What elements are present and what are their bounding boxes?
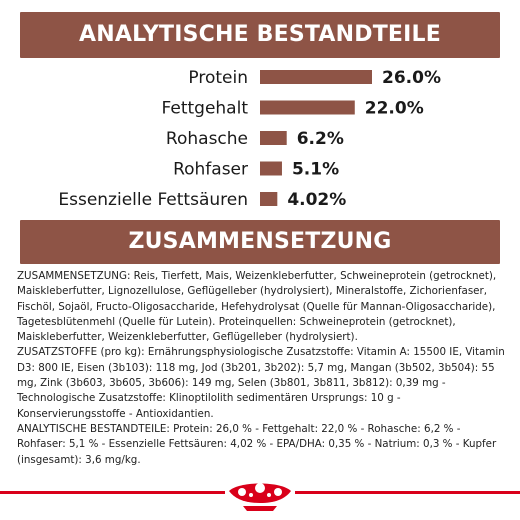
chart-value-label: 22.0% xyxy=(365,99,424,119)
royal-canin-crown-logo-icon xyxy=(229,483,291,511)
chart-bar xyxy=(260,192,278,206)
chart-category-label: Rohasche xyxy=(166,129,248,149)
footer-rule-left xyxy=(0,491,225,494)
composition-paragraph-additives: ZUSATZSTOFFE (pro kg): Ernährungsphysiol… xyxy=(17,346,505,420)
footer xyxy=(0,483,520,520)
chart-category-label: Fettgehalt xyxy=(162,99,249,119)
chart-bar xyxy=(260,161,282,176)
chart-value-label: 5.1% xyxy=(292,160,339,180)
composition-section-title: ZUSAMMENSETZUNG xyxy=(20,220,500,264)
chart-value-label: 6.2% xyxy=(297,129,344,149)
composition-paragraph-analytic: ANALYTISCHE BESTANDTEILE: Protein: 26,0 … xyxy=(17,422,497,466)
chart-bar xyxy=(260,131,287,145)
chart-bar xyxy=(260,70,372,84)
analytic-bar-chart: Protein 26.0% Fettgehalt 22.0% Rohasche 6.2% R… xyxy=(58,68,441,210)
composition-text: ZUSAMMENSETZUNG: Reis, Tierfett, Mais, W… xyxy=(17,269,507,468)
analytic-section-title: ANALYTISCHE BESTANDTEILE xyxy=(20,12,500,58)
composition-paragraph-ingredients: ZUSAMMENSETZUNG: Reis, Tierfett, Mais, W… xyxy=(17,270,497,344)
chart-category-label: Essenzielle Fettsäuren xyxy=(58,190,248,210)
chart-category-label: Rohfaser xyxy=(173,160,248,180)
chart-value-label: 4.02% xyxy=(287,190,346,210)
chart-category-label: Protein xyxy=(188,68,248,88)
chart-bar xyxy=(260,100,355,115)
footer-rule-right xyxy=(295,491,520,494)
chart-value-label: 26.0% xyxy=(382,68,441,88)
